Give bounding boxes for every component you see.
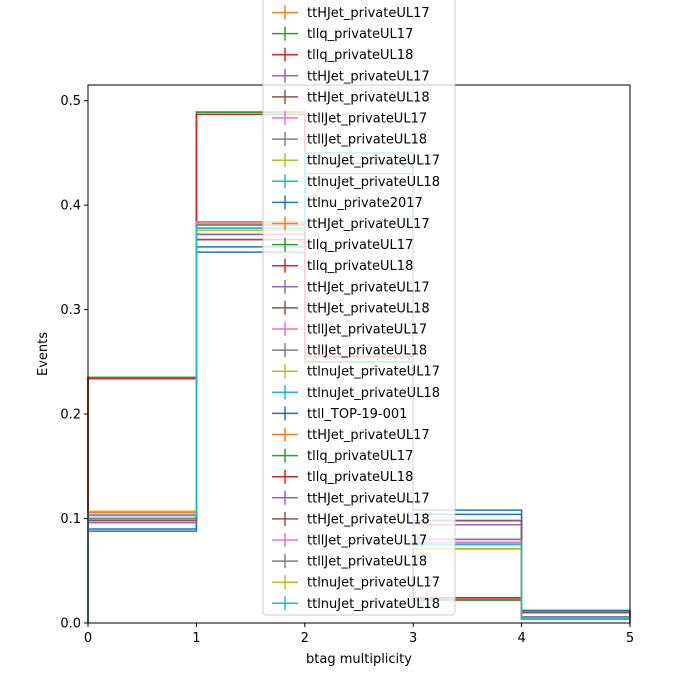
x-tick-label: 3	[409, 631, 417, 646]
y-tick-label: 0.2	[60, 408, 81, 423]
legend-label: ttllJet_privateUL18	[307, 555, 427, 570]
legend-label: ttHJet_privateUL17	[307, 491, 430, 506]
y-axis-label: Events	[36, 332, 51, 376]
legend-label: ttlnuJet_privateUL18	[307, 175, 440, 190]
legend-label: ttlnuJet_privateUL17	[307, 154, 440, 169]
x-tick-label: 4	[517, 631, 525, 646]
legend-label: tllq_privateUL17	[307, 449, 413, 464]
legend-label: ttlnuJet_privateUL18	[307, 597, 440, 612]
legend-label: ttHJet_privateUL17	[307, 6, 430, 21]
legend-label: ttllJet_privateUL18	[307, 133, 427, 148]
legend-label: ttllJet_privateUL17	[307, 112, 427, 127]
legend-box	[262, 0, 456, 616]
y-tick-label: 0.3	[60, 303, 81, 318]
y-tick-label: 0.0	[60, 617, 81, 632]
legend-label: ttllJet_privateUL17	[307, 534, 427, 549]
y-tick-label: 0.5	[60, 94, 81, 109]
x-tick-label: 0	[84, 631, 92, 646]
legend-label: tllq_privateUL17	[307, 238, 413, 253]
legend: ttHJet_privateUL17 tllq_privateUL17 tllq_p…	[262, 0, 456, 616]
legend-label: ttHJet_privateUL17	[307, 280, 430, 295]
legend-label: tllq_privateUL17	[307, 27, 413, 42]
legend-label: ttHJet_privateUL18	[307, 90, 430, 105]
y-tick-label: 0.1	[60, 512, 81, 527]
x-axis-label: btag multiplicity	[306, 652, 412, 667]
legend-label: ttlnuJet_privateUL17	[307, 365, 440, 380]
x-tick-label: 1	[192, 631, 200, 646]
legend-label: ttHJet_privateUL17	[307, 217, 430, 232]
legend-label: ttlnuJet_privateUL17	[307, 576, 440, 591]
legend-label: ttHJet_privateUL17	[307, 428, 430, 443]
legend-label: ttHJet_privateUL17	[307, 69, 430, 84]
x-tick-label: 5	[626, 631, 634, 646]
legend-label: ttllJet_privateUL17	[307, 323, 427, 338]
legend-label: tllq_privateUL18	[307, 259, 413, 274]
legend-label: ttll_TOP-19-001	[307, 407, 407, 422]
legend-label: ttHJet_privateUL18	[307, 512, 430, 527]
legend-label: tllq_privateUL18	[307, 48, 413, 63]
legend-label: ttlnuJet_privateUL18	[307, 386, 440, 401]
x-tick-label: 2	[301, 631, 309, 646]
y-tick-label: 0.4	[60, 199, 81, 214]
legend-label: ttlnu_private2017	[307, 196, 423, 211]
legend-label: tllq_privateUL18	[307, 470, 413, 485]
legend-label: ttllJet_privateUL18	[307, 344, 427, 359]
legend-label: ttHJet_privateUL18	[307, 301, 430, 316]
